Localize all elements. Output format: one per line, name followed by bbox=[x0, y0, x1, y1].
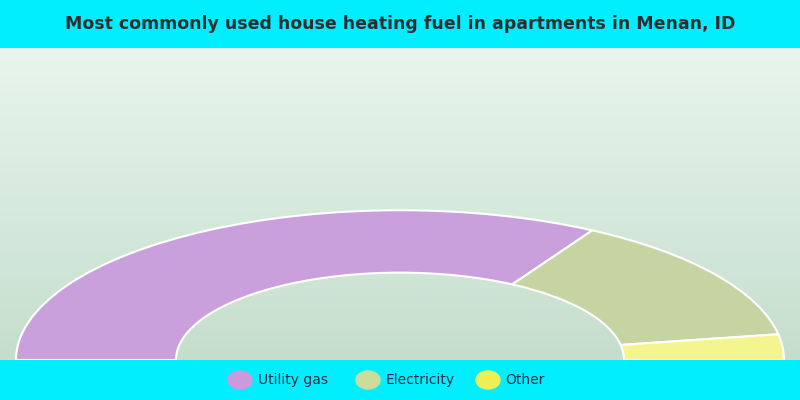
Text: Other: Other bbox=[506, 373, 545, 387]
Text: Most commonly used house heating fuel in apartments in Menan, ID: Most commonly used house heating fuel in… bbox=[65, 15, 735, 33]
Wedge shape bbox=[621, 334, 784, 360]
Text: Utility gas: Utility gas bbox=[258, 373, 328, 387]
Text: Electricity: Electricity bbox=[386, 373, 454, 387]
Ellipse shape bbox=[356, 371, 380, 389]
Wedge shape bbox=[16, 210, 592, 360]
Ellipse shape bbox=[476, 371, 500, 389]
Ellipse shape bbox=[228, 371, 252, 389]
Wedge shape bbox=[512, 230, 778, 345]
